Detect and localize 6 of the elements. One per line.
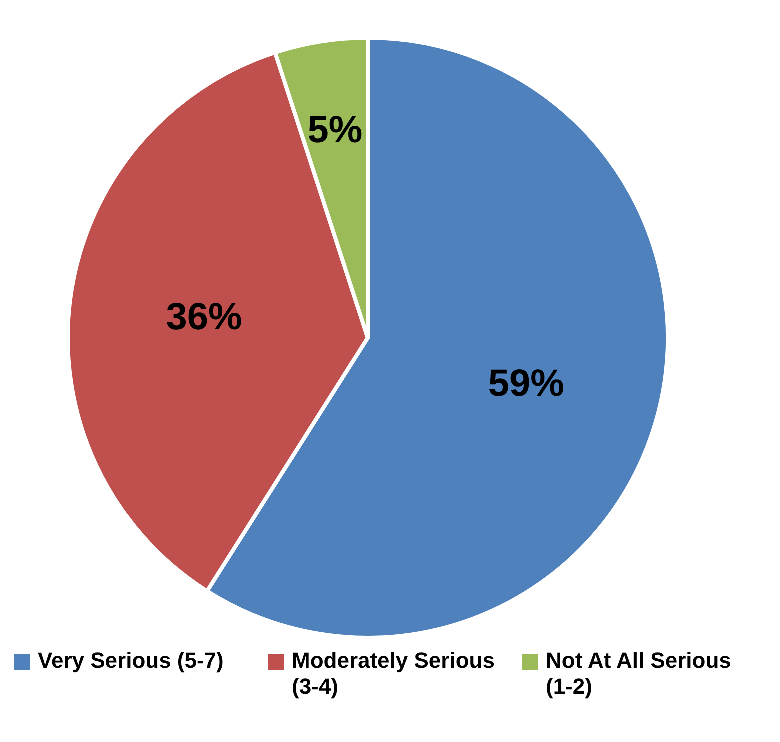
- data-label: 5%: [308, 110, 363, 152]
- data-label: 59%: [488, 363, 564, 406]
- legend-label: Moderately Serious (3-4): [292, 648, 496, 700]
- legend-label: Not At All Serious (1-2): [546, 648, 732, 700]
- legend-label: Very Serious (5-7): [38, 648, 224, 674]
- data-label: 36%: [166, 296, 242, 338]
